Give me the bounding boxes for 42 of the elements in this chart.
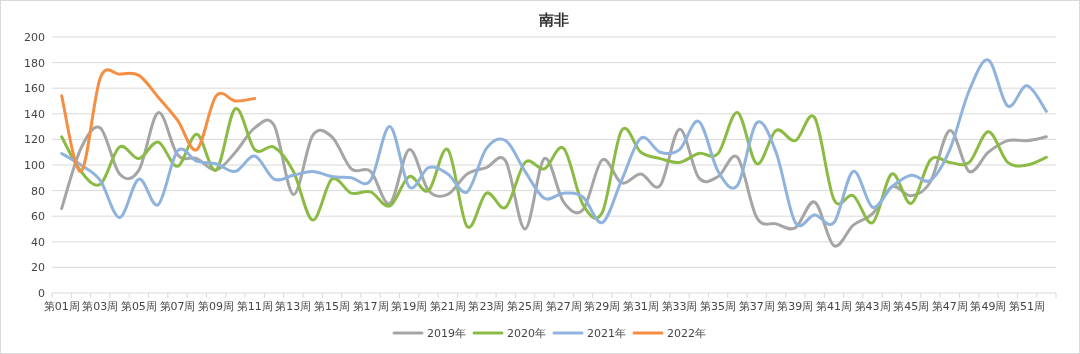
x-tick-label: 第21周 <box>429 300 466 313</box>
y-tick-label: 40 <box>31 235 45 249</box>
x-tick-label: 第13周 <box>275 300 312 313</box>
legend-label: 2019年 <box>427 327 466 340</box>
x-tick-label: 第27周 <box>545 300 582 313</box>
x-tick-label: 第07周 <box>159 300 196 313</box>
x-tick-label: 第51周 <box>1009 300 1046 313</box>
legend-label: 2022年 <box>667 327 706 340</box>
x-tick-label: 第43周 <box>854 300 891 313</box>
legend-label: 2021年 <box>587 327 626 340</box>
y-tick-label: 160 <box>24 82 45 96</box>
chart-title: 南非 <box>538 11 569 29</box>
x-tick-label: 第15周 <box>313 300 350 313</box>
y-tick-label: 100 <box>24 159 45 172</box>
x-tick-label: 第41周 <box>815 300 852 313</box>
y-tick-label: 200 <box>24 31 45 44</box>
x-tick-label: 第49周 <box>970 300 1007 313</box>
y-tick-label: 20 <box>31 261 45 275</box>
x-tick-label: 第19周 <box>391 300 428 313</box>
x-tick-label: 第47周 <box>931 300 968 313</box>
y-tick-label: 80 <box>31 184 45 198</box>
legend-label: 2020年 <box>507 327 546 340</box>
y-tick-label: 180 <box>24 56 45 70</box>
x-tick-label: 第33周 <box>661 300 698 313</box>
x-tick-label: 第11周 <box>236 300 273 313</box>
x-tick-label: 第25周 <box>507 300 544 313</box>
x-tick-label: 第29周 <box>584 300 621 313</box>
x-tick-label: 第23周 <box>468 300 505 313</box>
x-tick-label: 第01周 <box>43 300 80 313</box>
x-tick-label: 第31周 <box>622 300 659 313</box>
x-tick-label: 第03周 <box>82 300 119 313</box>
y-tick-label: 120 <box>24 133 45 147</box>
x-tick-label: 第39周 <box>777 300 814 313</box>
x-tick-label: 第05周 <box>120 300 157 313</box>
x-tick-label: 第35周 <box>700 300 737 313</box>
y-tick-label: 60 <box>31 210 45 224</box>
x-tick-label: 第37周 <box>738 300 775 313</box>
x-tick-label: 第45周 <box>893 300 930 313</box>
x-tick-label: 第09周 <box>198 300 235 313</box>
x-tick-label: 第17周 <box>352 300 389 313</box>
y-tick-label: 0 <box>38 287 45 300</box>
y-tick-label: 140 <box>24 107 45 121</box>
